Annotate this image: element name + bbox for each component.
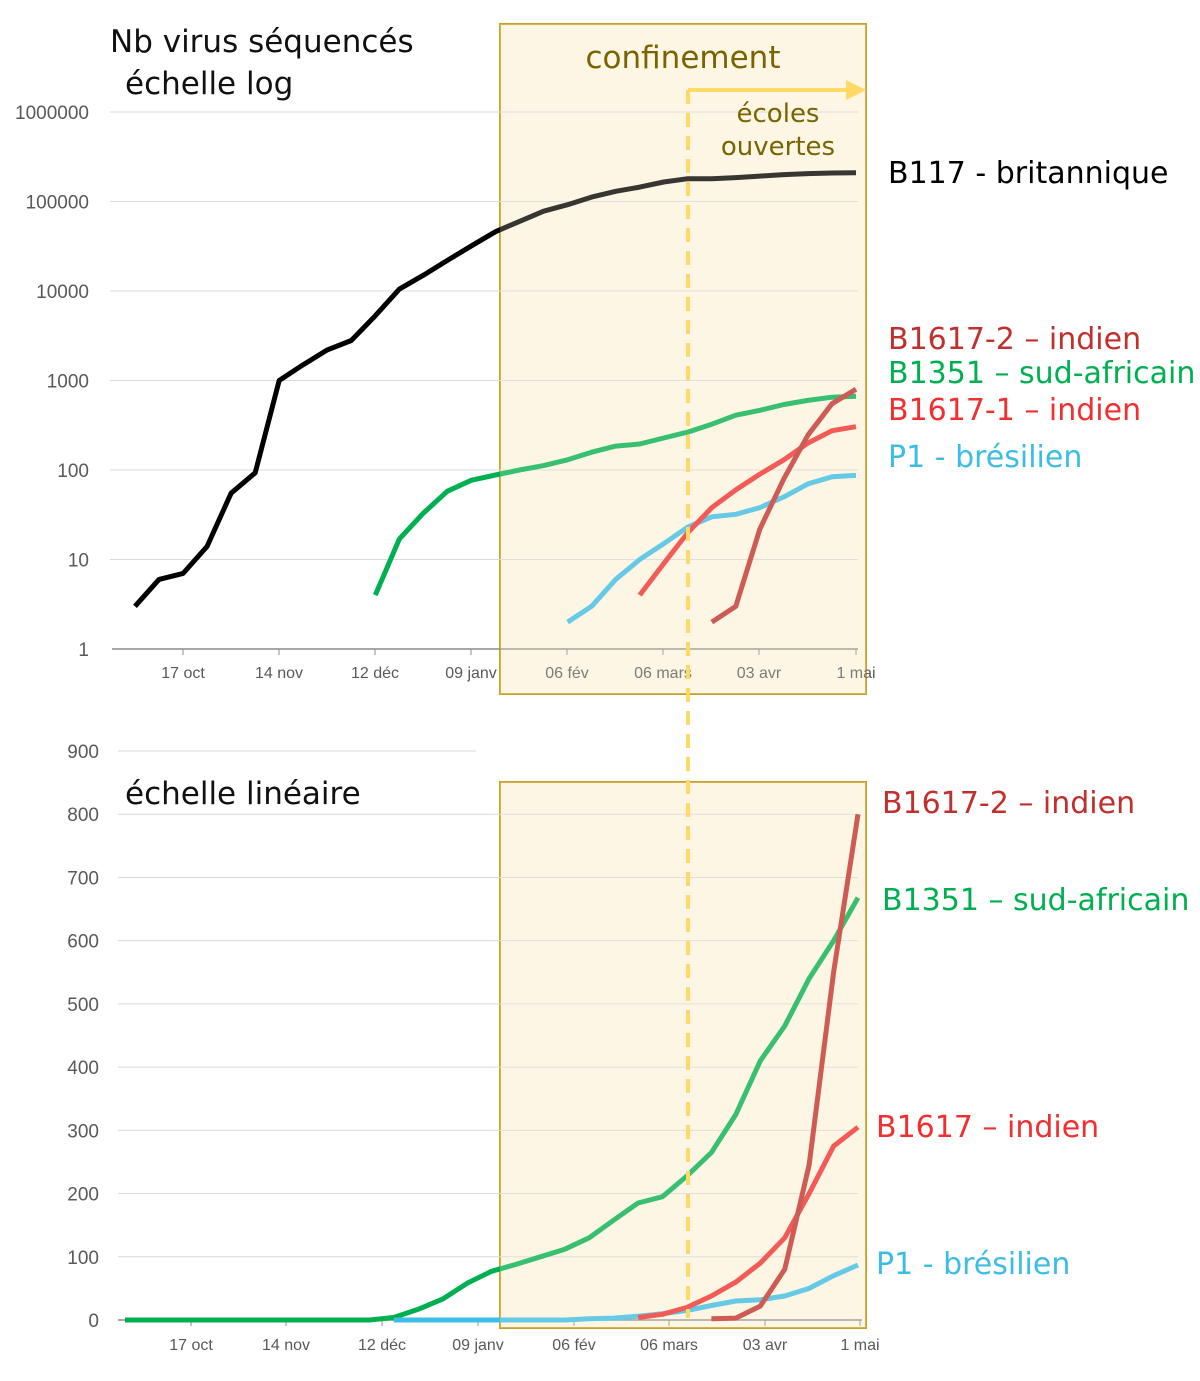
bottom-series-b1617-indien <box>637 1125 860 1320</box>
top-series-p1-br-silien <box>566 472 857 625</box>
bottom-y-tick-label: 500 <box>67 995 99 1016</box>
confinement-shade-bottom <box>499 781 867 1329</box>
top-x-tick-label: 03 avr <box>737 665 782 682</box>
bottom-x-tick-label: 17 oct <box>169 1337 213 1354</box>
top-x-axis: 17 oct 14 nov 12 déc 09 janv 06 fév 06 mars 03… <box>112 648 876 682</box>
label-top-b1351: B1351 – sud-africain <box>888 356 1195 391</box>
top-x-tick-label: 06 fév <box>545 665 589 682</box>
bottom-x-tick-label: 09 janv <box>452 1337 504 1354</box>
top-x-tick-label: 1 mai <box>836 665 875 682</box>
bottom-chart-title: échelle linéaire <box>125 776 361 812</box>
bottom-y-tick-label: 800 <box>67 805 99 826</box>
top-chart-title: Nb virus séquencés <box>110 24 414 60</box>
top-gridlines: 1 10 100 1000 10000 100000 1000000 <box>15 103 858 661</box>
bottom-y-tick-label: 300 <box>67 1121 99 1142</box>
label-bottom-b1617: B1617 – indien <box>876 1110 1099 1145</box>
confinement-shade-top <box>499 23 867 695</box>
schools-open-label-line2: ouvertes <box>721 132 835 162</box>
label-top-b1617-2: B1617-2 – indien <box>888 322 1141 357</box>
schools-open-arrow-head <box>846 80 866 100</box>
top-x-tick-label: 06 mars <box>634 665 692 682</box>
top-x-tick-label: 17 oct <box>161 665 205 682</box>
top-series-lines <box>133 170 858 625</box>
label-top-b1617-1: B1617-1 – indien <box>888 393 1141 428</box>
top-y-tick-label: 100000 <box>26 193 89 214</box>
bottom-series-b1617-2-indien <box>711 813 861 1322</box>
top-y-tick-label: 100 <box>57 461 89 482</box>
bottom-series-b1351-sud-africain <box>125 896 861 1323</box>
bottom-y-tick-label: 600 <box>67 932 99 953</box>
confinement-tint-overlay <box>500 24 866 1328</box>
label-bottom-p1: P1 - brésilien <box>876 1247 1070 1282</box>
bottom-y-tick-label: 900 <box>67 742 99 763</box>
top-series-b1617-2-indien <box>710 387 858 625</box>
bottom-x-tick-label: 06 fév <box>552 1337 596 1354</box>
top-y-tick-label: 1 <box>78 640 89 661</box>
top-series-b1351-sud-africain <box>373 393 857 597</box>
bottom-y-tick-label: 700 <box>67 868 99 889</box>
bottom-x-tick-label: 1 mai <box>840 1337 879 1354</box>
top-x-tick-label: 09 janv <box>445 665 497 682</box>
bottom-y-tick-label: 0 <box>88 1311 99 1332</box>
label-top-p1: P1 - brésilien <box>888 440 1082 475</box>
bottom-x-tick-label: 12 déc <box>358 1337 406 1354</box>
label-bottom-b1617-2: B1617-2 – indien <box>882 786 1135 821</box>
top-x-tick-label: 14 nov <box>255 665 303 682</box>
top-y-tick-label: 10 <box>68 551 89 572</box>
top-x-tick-label: 12 déc <box>351 665 399 682</box>
bottom-y-tick-label: 200 <box>67 1185 99 1206</box>
schools-open-label-line1: écoles <box>737 99 820 129</box>
label-top-b117: B117 - britannique <box>888 156 1168 191</box>
top-series-b117-britannique <box>133 170 857 608</box>
bottom-gridlines: 0 100 200 300 400 500 600 700 800 900 <box>67 742 858 1332</box>
confinement-label: confinement <box>586 40 781 76</box>
label-bottom-b1351: B1351 – sud-africain <box>882 883 1189 918</box>
top-y-tick-label: 1000000 <box>15 103 89 124</box>
bottom-y-tick-label: 100 <box>67 1248 99 1269</box>
top-y-tick-label: 10000 <box>36 282 89 303</box>
bottom-y-tick-label: 400 <box>67 1058 99 1079</box>
bottom-x-tick-label: 03 avr <box>743 1337 788 1354</box>
bottom-series-p1-br-silien <box>393 1262 860 1323</box>
top-y-tick-label: 1000 <box>47 372 89 393</box>
top-series-b1617-1-indien <box>637 424 857 597</box>
top-chart-subtitle: échelle log <box>125 66 293 102</box>
bottom-x-tick-label: 14 nov <box>262 1337 310 1354</box>
bottom-x-tick-label: 06 mars <box>640 1337 698 1354</box>
bottom-series-lines <box>125 813 861 1323</box>
